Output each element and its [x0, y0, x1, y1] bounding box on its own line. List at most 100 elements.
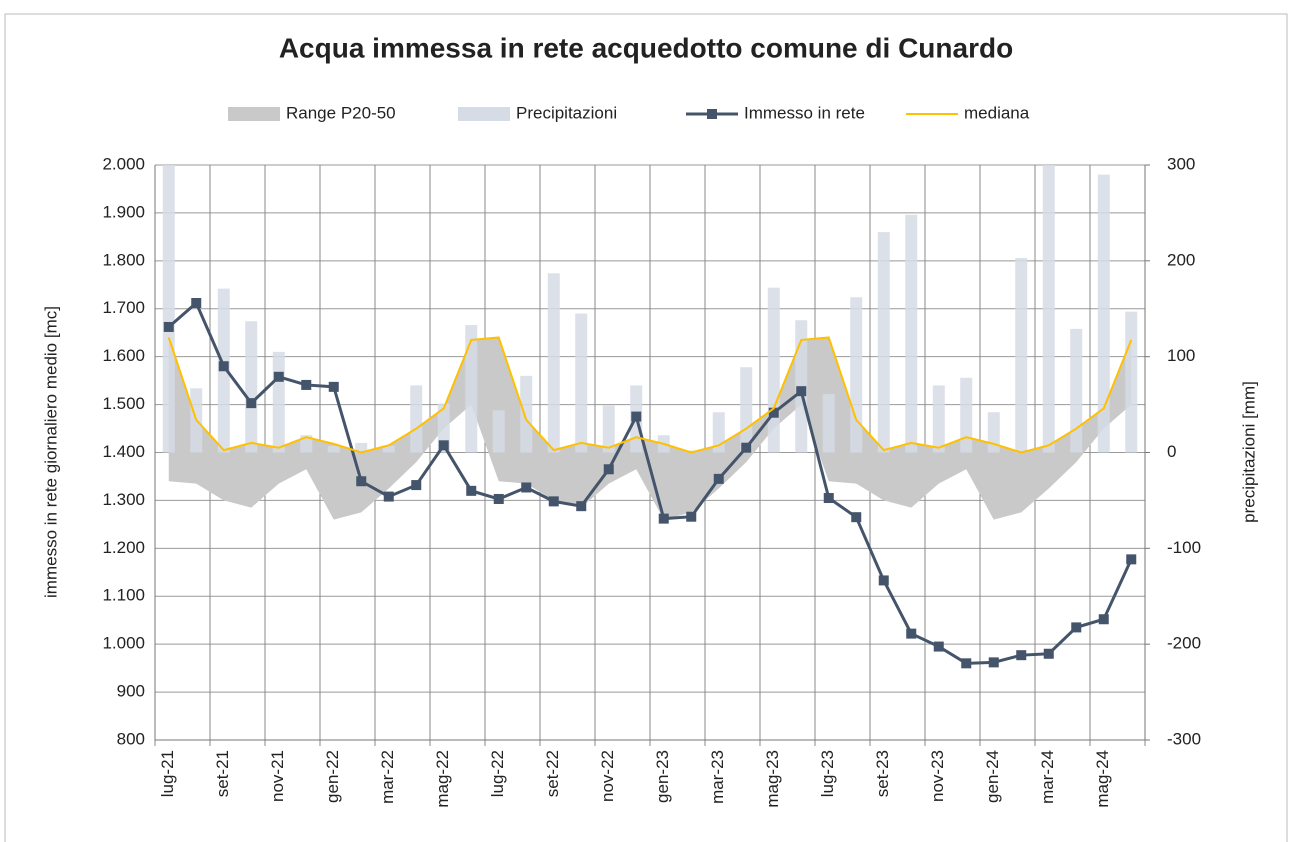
- y-tick-label: 1.500: [102, 394, 145, 413]
- marker: [273, 371, 284, 382]
- x-tick-label: set-23: [873, 750, 892, 797]
- bar: [575, 313, 588, 453]
- x-tick-label: mar-22: [378, 750, 397, 804]
- x-tick-label: lug-22: [488, 750, 507, 797]
- marker: [768, 407, 779, 418]
- marker: [576, 501, 587, 512]
- legend-label: Immesso in rete: [744, 103, 865, 122]
- y-tick-label: 1.600: [102, 346, 145, 365]
- bar: [1042, 165, 1055, 453]
- bar: [1070, 328, 1083, 453]
- y-tick-label: 2.000: [102, 154, 145, 173]
- y-axis-title: immesso in rete giornaliero medio [mc]: [41, 306, 60, 598]
- y-tick-label: 800: [117, 729, 145, 748]
- bar: [437, 403, 450, 453]
- y-tick-label: 900: [117, 682, 145, 701]
- marker: [823, 493, 834, 504]
- bar: [960, 377, 973, 453]
- y-tick-label: 1.200: [102, 538, 145, 557]
- bar: [822, 394, 835, 453]
- x-tick-label: mag-24: [1093, 750, 1112, 808]
- x-tick-label: nov-21: [268, 750, 287, 802]
- y-tick-label: 1.100: [102, 586, 145, 605]
- marker: [658, 513, 669, 524]
- bar: [327, 445, 340, 453]
- marker: [246, 398, 257, 409]
- y2-tick-label: -300: [1167, 729, 1201, 748]
- marker: [301, 379, 312, 390]
- marker: [493, 493, 504, 504]
- bar: [300, 435, 313, 453]
- bar: [602, 405, 615, 453]
- x-tick-label: nov-22: [598, 750, 617, 802]
- bar: [382, 445, 395, 453]
- bar: [987, 412, 1000, 453]
- bar: [850, 297, 863, 453]
- bar: [355, 442, 368, 453]
- marker: [1016, 650, 1027, 661]
- y-tick-label: 1.700: [102, 298, 145, 317]
- y2-tick-label: 200: [1167, 250, 1195, 269]
- y-tick-label: 1.400: [102, 442, 145, 461]
- x-tick-label: nov-23: [928, 750, 947, 802]
- y2-tick-label: -100: [1167, 538, 1201, 557]
- marker: [328, 381, 339, 392]
- marker: [961, 658, 972, 669]
- x-tick-label: lug-21: [158, 750, 177, 797]
- marker: [906, 628, 917, 639]
- legend-label: Precipitazioni: [516, 103, 617, 122]
- y-tick-label: 1.800: [102, 250, 145, 269]
- bar: [1097, 174, 1110, 453]
- bar: [272, 351, 285, 453]
- marker: [741, 442, 752, 453]
- marker: [933, 641, 944, 652]
- marker: [466, 485, 477, 496]
- y2-tick-label: 100: [1167, 346, 1195, 365]
- marker: [878, 575, 889, 586]
- bar: [492, 410, 505, 453]
- bar: [162, 165, 175, 453]
- bar: [465, 325, 478, 453]
- x-tick-label: mar-23: [708, 750, 727, 804]
- y2-tick-label: 0: [1167, 442, 1176, 461]
- x-tick-label: set-21: [213, 750, 232, 797]
- marker: [1071, 622, 1082, 633]
- bar: [245, 321, 258, 453]
- marker: [191, 298, 202, 308]
- y-tick-label: 1.900: [102, 202, 145, 221]
- marker: [713, 473, 724, 484]
- x-tick-label: mag-23: [763, 750, 782, 808]
- line: [167, 336, 1133, 454]
- chart-title: Acqua immessa in rete acquedotto comune …: [279, 32, 1013, 63]
- y2-tick-label: -200: [1167, 634, 1201, 653]
- bar: [1125, 311, 1138, 453]
- marker: [603, 464, 614, 475]
- marker: [1126, 554, 1137, 565]
- legend-swatch: [228, 107, 280, 121]
- x-tick-label: lug-23: [818, 750, 837, 797]
- y-tick-label: 1.300: [102, 490, 145, 509]
- marker: [521, 482, 532, 493]
- bar: [410, 385, 423, 453]
- x-tick-label: gen-22: [323, 750, 342, 803]
- marker: [631, 411, 642, 422]
- marker: [411, 480, 422, 491]
- legend-label: Range P20-50: [286, 103, 396, 122]
- marker: [163, 321, 174, 332]
- marker: [1043, 648, 1054, 659]
- marker: [1098, 614, 1109, 625]
- bar: [932, 385, 945, 453]
- legend-marker: [707, 109, 717, 119]
- marker: [988, 657, 999, 668]
- x-tick-label: gen-23: [653, 750, 672, 803]
- bar: [740, 367, 753, 453]
- marker: [438, 440, 449, 451]
- y2-tick-label: 300: [1167, 154, 1195, 173]
- bar: [767, 287, 780, 453]
- x-tick-label: gen-24: [983, 750, 1002, 803]
- x-tick-label: set-22: [543, 750, 562, 797]
- marker: [356, 476, 367, 487]
- bar: [547, 273, 560, 453]
- range-area: [168, 337, 1132, 520]
